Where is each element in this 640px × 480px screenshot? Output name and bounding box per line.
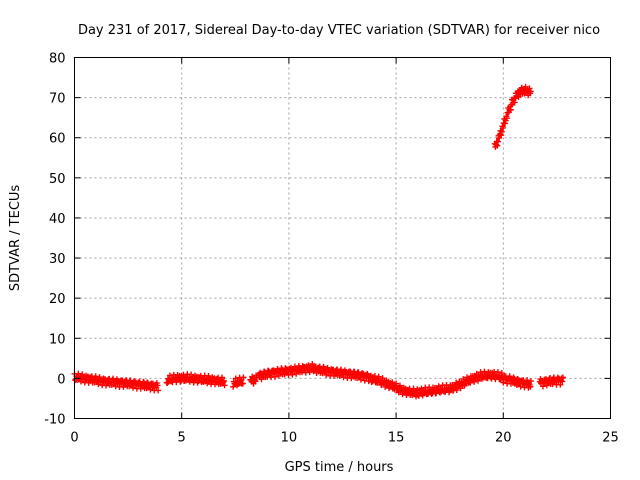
data-point [498,128,505,135]
y-tick-label: 0 [57,372,65,387]
x-tick-label: 10 [281,431,298,446]
data-point [375,373,382,380]
y-tick-label: 20 [49,292,66,307]
x-tick-label: 0 [70,431,78,446]
data-point [221,382,228,389]
data-segment [414,379,460,399]
data-segment [230,374,247,390]
y-axis-label: SDTVAR / TECUs [8,185,23,292]
y-tick-label: 30 [49,252,66,267]
data-point [306,369,313,376]
data-segment [255,360,318,383]
y-tick-label: 80 [49,52,66,67]
data-point [389,379,396,386]
data-point [239,380,246,387]
data-segment [453,368,507,393]
data-point [503,115,510,122]
data-point [559,374,566,381]
data-segment [367,372,421,400]
data-point [507,106,514,113]
y-tick-label: 70 [49,92,66,107]
data-segment [311,363,373,385]
data-segment [500,373,534,391]
data-point [457,385,464,392]
data-point [155,387,162,394]
data-segment [71,370,162,394]
y-tick-label: 60 [49,132,66,147]
grid-layer [74,57,611,419]
data-point [527,378,534,385]
x-tick-label: 25 [602,431,619,446]
data-point [92,373,99,380]
data-point [320,363,327,370]
data-point [393,380,400,387]
data-point [337,366,344,373]
chart-title: Day 231 of 2017, Sidereal Day-to-day VTE… [78,23,600,38]
x-tick-label: 20 [495,431,512,446]
data-point [289,371,296,378]
data-point [240,374,247,381]
x-tick-label: 15 [388,431,405,446]
data-point [154,382,161,389]
y-tick-label: 10 [49,332,66,347]
data-segment [163,371,228,389]
data-point [271,373,278,380]
axis-layer: 0 5 10 15 20 25 -10 0 10 20 30 40 50 60 70 80 [44,52,619,446]
data-point [522,83,529,90]
x-tick-label: 5 [178,431,186,446]
data-point [471,378,478,385]
data-point [494,138,501,145]
data-point [453,387,460,393]
data-point [230,383,237,390]
y-tick-label: -10 [44,413,65,428]
data-segment [536,374,566,390]
y-tick-label: 50 [49,172,66,187]
data-layer [71,83,566,400]
data-point [475,377,482,384]
data-point [219,374,226,381]
data-point [527,383,534,390]
x-axis-label: GPS time / hours [285,460,394,475]
data-point [252,378,259,385]
data-point [527,88,534,95]
data-segment [491,83,534,150]
plot-frame [74,57,611,419]
y-tick-label: 40 [49,212,66,227]
